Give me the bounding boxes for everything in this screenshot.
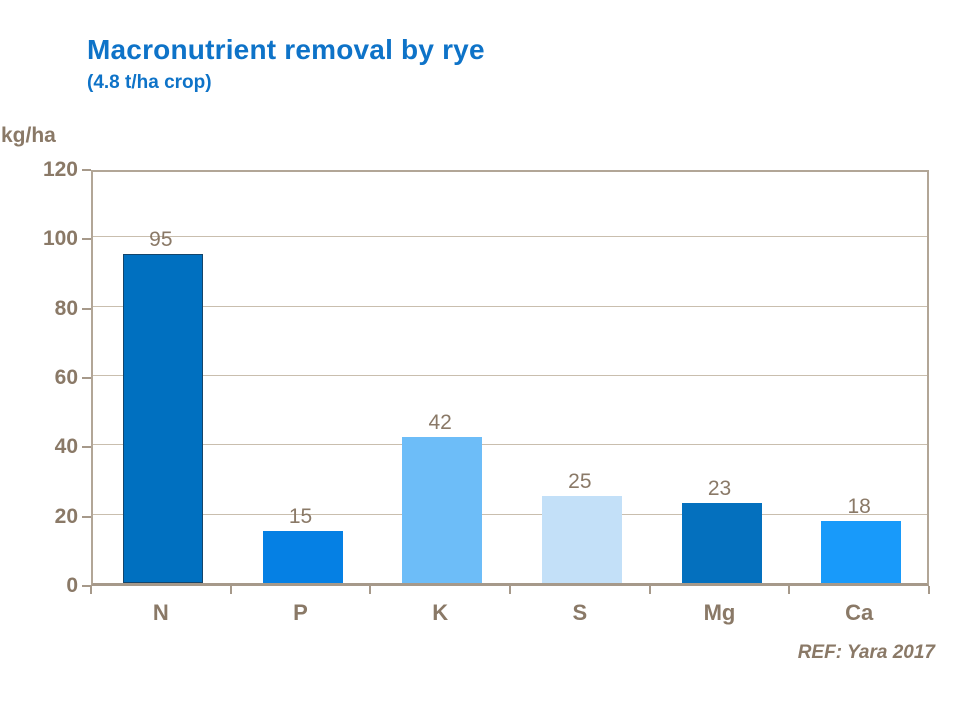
value-label-P: 15 bbox=[288, 505, 313, 528]
bar-P bbox=[262, 531, 343, 583]
value-label-K: 42 bbox=[428, 411, 452, 435]
chart-title: Macronutrient removal by rye bbox=[87, 34, 485, 65]
x-label-Ca: Ca bbox=[845, 600, 874, 625]
y-axis-unit-label: kg/ha bbox=[1, 124, 56, 147]
bar-K bbox=[402, 437, 483, 583]
x-tick-mark-3 bbox=[509, 586, 511, 594]
y-tick-label-60: 60 bbox=[54, 366, 78, 389]
y-tick-label-40: 40 bbox=[54, 435, 78, 459]
y-tick-mark-20 bbox=[82, 515, 91, 518]
y-tick-mark-40 bbox=[82, 446, 91, 449]
y-tick-mark-0 bbox=[82, 585, 91, 587]
gridline-20 bbox=[93, 513, 927, 515]
x-label-S: S bbox=[572, 600, 588, 625]
y-tick-label-80: 80 bbox=[54, 296, 78, 320]
gridline-100 bbox=[93, 236, 927, 238]
x-label-K: K bbox=[432, 600, 449, 625]
gridline-40 bbox=[93, 444, 927, 446]
value-label-N: 95 bbox=[149, 227, 173, 251]
y-tick-label-20: 20 bbox=[54, 504, 78, 528]
y-tick-label-0: 0 bbox=[66, 574, 78, 597]
bar-S bbox=[541, 496, 622, 583]
x-tick-mark-4 bbox=[648, 586, 651, 594]
chart-subtitle: (4.8 t/ha crop) bbox=[87, 72, 212, 93]
value-label-Mg: 23 bbox=[707, 477, 732, 501]
y-tick-mark-120 bbox=[82, 169, 91, 171]
x-tick-mark-1 bbox=[229, 586, 232, 594]
y-tick-label-100: 100 bbox=[42, 227, 78, 251]
x-tick-mark-2 bbox=[369, 586, 372, 594]
x-tick-mark-6 bbox=[928, 586, 930, 594]
y-tick-label-120: 120 bbox=[42, 158, 78, 181]
gridline-60 bbox=[93, 375, 927, 376]
x-label-N: N bbox=[152, 600, 169, 625]
x-tick-mark-5 bbox=[788, 586, 791, 594]
x-label-P: P bbox=[293, 600, 308, 625]
value-label-Ca: 18 bbox=[847, 494, 871, 518]
value-label-S: 25 bbox=[568, 470, 592, 494]
gridline-80 bbox=[93, 305, 927, 307]
y-tick-mark-80 bbox=[82, 307, 91, 310]
plot-area bbox=[91, 170, 929, 586]
y-tick-mark-60 bbox=[82, 377, 91, 379]
bar-Mg bbox=[681, 503, 762, 583]
bar-N bbox=[122, 253, 203, 583]
x-tick-mark-0 bbox=[90, 586, 92, 594]
x-label-Mg: Mg bbox=[703, 600, 736, 625]
reference-note: REF: Yara 2017 bbox=[797, 642, 935, 663]
bar-Ca bbox=[821, 520, 902, 583]
y-tick-mark-100 bbox=[82, 238, 91, 241]
